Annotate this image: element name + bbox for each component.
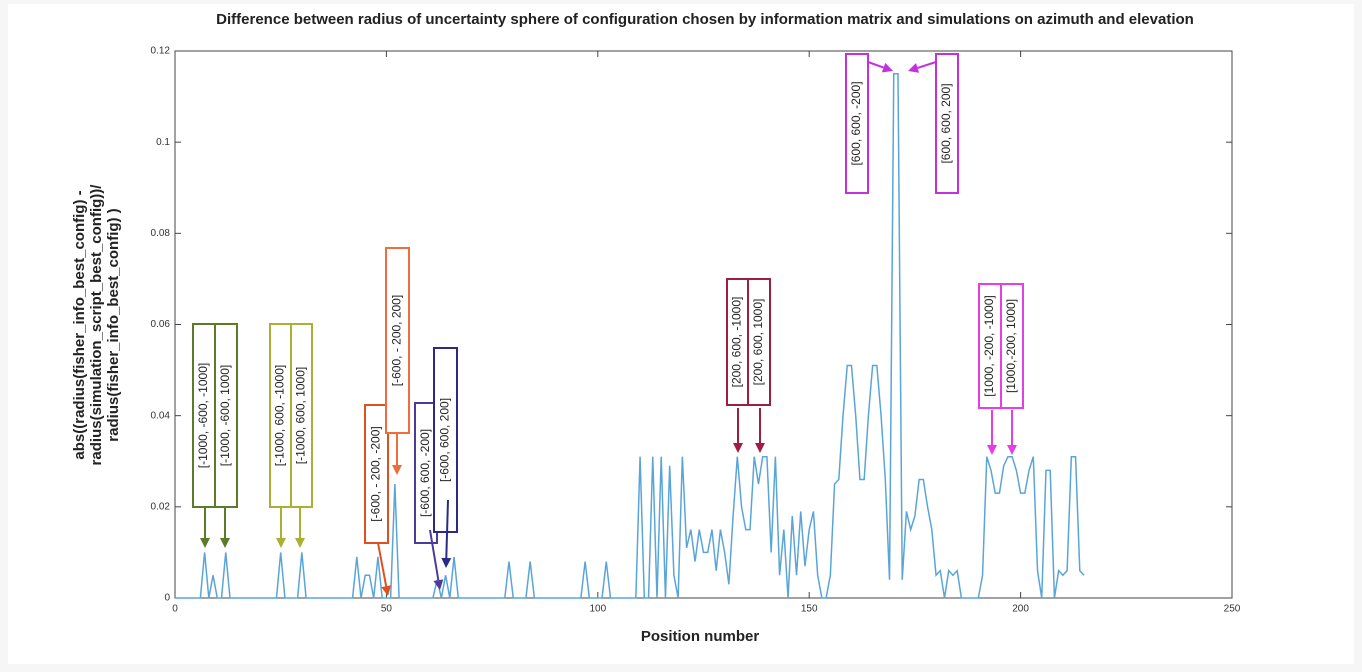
y-tick-label: 0.1	[156, 137, 170, 148]
annotation-arrowhead	[733, 443, 743, 453]
annotation-text: [200, 600, -1000]	[730, 297, 744, 388]
annotation-text: [-600, 600, 200]	[438, 398, 452, 482]
y-tick-label: 0.08	[151, 228, 171, 239]
x-tick-label: 50	[381, 604, 393, 615]
annotation-text: [200, 600, 1000]	[751, 299, 765, 386]
annotation-text: [1000,-200, 1000]	[1004, 299, 1018, 393]
annotation-text: [-600, - 200, 200]	[390, 295, 404, 386]
x-tick-label: 250	[1224, 604, 1241, 615]
y-tick-label: 0.02	[151, 501, 171, 512]
annotation-arrowhead	[908, 63, 920, 73]
annotation-text: [600, 600, -200]	[849, 81, 863, 165]
annotation-box	[747, 278, 771, 406]
annotation-arrowhead	[987, 445, 997, 455]
annotation-box	[290, 323, 313, 508]
annotation-arrow	[867, 61, 884, 69]
data-line	[175, 73, 1085, 599]
annotation-text: [1000, -200, -1000]	[982, 295, 996, 396]
y-tick-label: 0	[164, 593, 170, 604]
y-axis-label-line: abs((radius(fisher_info_best_config) -	[71, 190, 88, 459]
annotation-text: [-1000, -600, 1000]	[218, 365, 232, 466]
annotation-box	[935, 53, 959, 194]
annotation-arrowhead	[220, 538, 230, 548]
annotation-arrowhead	[200, 538, 210, 548]
annotation-arrowhead	[755, 443, 765, 453]
annotation-box	[364, 404, 389, 544]
y-axis-label: abs((radius(fisher_info_best_config) -ra…	[71, 184, 122, 466]
x-tick-label: 100	[589, 604, 606, 615]
y-tick-label: 0.12	[151, 46, 171, 57]
annotation-arrowhead	[441, 557, 452, 568]
annotation-box	[1000, 283, 1024, 409]
annotation-box	[845, 53, 869, 194]
x-axis-label: Position number	[641, 628, 760, 645]
annotation-text: [-600, 600, -200]	[418, 429, 432, 517]
annotation-text: [-600, - 200, -200]	[369, 426, 383, 521]
annotation-arrowhead	[381, 585, 392, 596]
y-axis-label-line: radius(simulation_script_best_config))/	[88, 184, 105, 466]
annotation-text: [-1000, 600, -1000]	[273, 365, 287, 466]
annotation-arrowhead	[1007, 445, 1017, 455]
annotation-text: [-1000, 600, 1000]	[294, 367, 308, 464]
annotation-box	[433, 347, 458, 533]
annotation-arrowhead	[295, 538, 305, 548]
annotation-arrow	[377, 542, 388, 587]
x-tick-label: 150	[801, 604, 818, 615]
annotation-arrowhead	[276, 538, 286, 548]
annotation-text: [600, 600, 200]	[939, 83, 953, 163]
chart-title: Difference between radius of uncertainty…	[216, 11, 1194, 28]
annotation-arrowhead	[881, 62, 893, 73]
y-tick-label: 0.06	[151, 319, 171, 330]
y-axis-label-line: radius(fisher_info_best_config) )	[105, 208, 122, 441]
x-tick-label: 0	[172, 604, 178, 615]
annotation-arrowhead	[392, 465, 402, 475]
plot-area	[174, 50, 1233, 599]
annotation-arrowhead	[433, 579, 444, 590]
annotation-text: [-1000, -600, -1000]	[196, 363, 210, 468]
x-tick-label: 200	[1012, 604, 1029, 615]
annotation-arrow	[445, 499, 449, 559]
y-tick-label: 0.04	[151, 410, 171, 421]
annotation-arrow	[917, 61, 937, 69]
annotation-arrow	[429, 529, 440, 581]
